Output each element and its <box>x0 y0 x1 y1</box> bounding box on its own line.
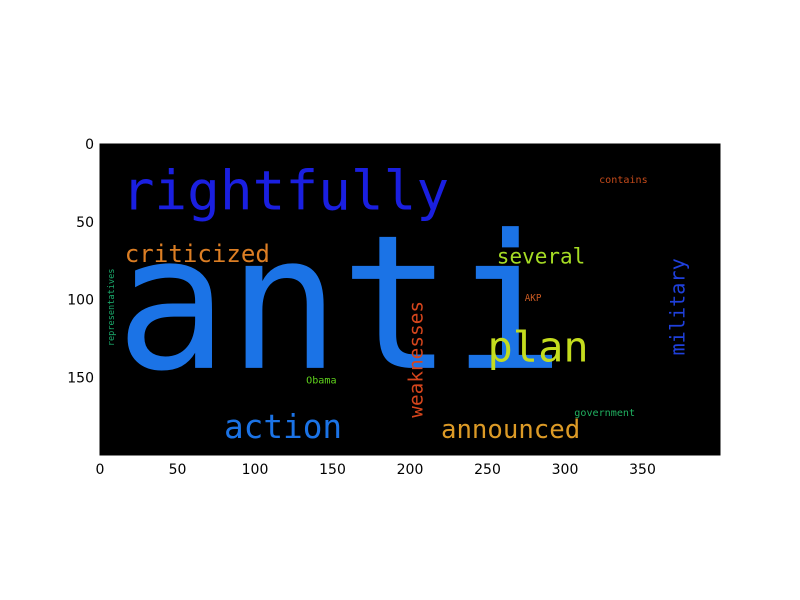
word-criticized: criticized <box>125 240 270 268</box>
word-government: government <box>574 408 635 419</box>
word-announced: announced <box>441 415 580 445</box>
y-axis: 0 50 100 150 <box>67 137 104 386</box>
x-tick-label: 0 <box>96 462 105 478</box>
word-representatives: representatives <box>107 269 117 347</box>
x-tick-label: 250 <box>474 462 501 478</box>
x-tick-label: 200 <box>397 462 424 478</box>
y-tick-label: 100 <box>67 293 94 309</box>
plot-background <box>100 144 720 455</box>
y-tick-label: 50 <box>76 215 94 231</box>
x-tick-label: 150 <box>319 462 346 478</box>
y-tick-label: 0 <box>85 137 94 153</box>
word-military: military <box>665 258 689 355</box>
word-several: several <box>497 245 586 269</box>
word-contains: contains <box>599 175 648 186</box>
x-tick-label: 350 <box>629 462 656 478</box>
y-tick-label: 150 <box>67 370 94 386</box>
word-action: action <box>224 408 342 446</box>
x-tick-label: 100 <box>242 462 269 478</box>
x-axis: 0 50 100 150 200 250 300 350 <box>96 451 656 478</box>
word-rightfully: rightfully <box>122 159 449 222</box>
word-obama: Obama <box>306 375 336 386</box>
word-akp: AKP <box>525 293 542 304</box>
word-anti: anti <box>116 196 565 413</box>
x-tick-label: 300 <box>552 462 579 478</box>
word-weaknesses: weaknesses <box>404 301 427 418</box>
x-tick-label: 50 <box>169 462 187 478</box>
word-plan: plan <box>488 323 589 372</box>
